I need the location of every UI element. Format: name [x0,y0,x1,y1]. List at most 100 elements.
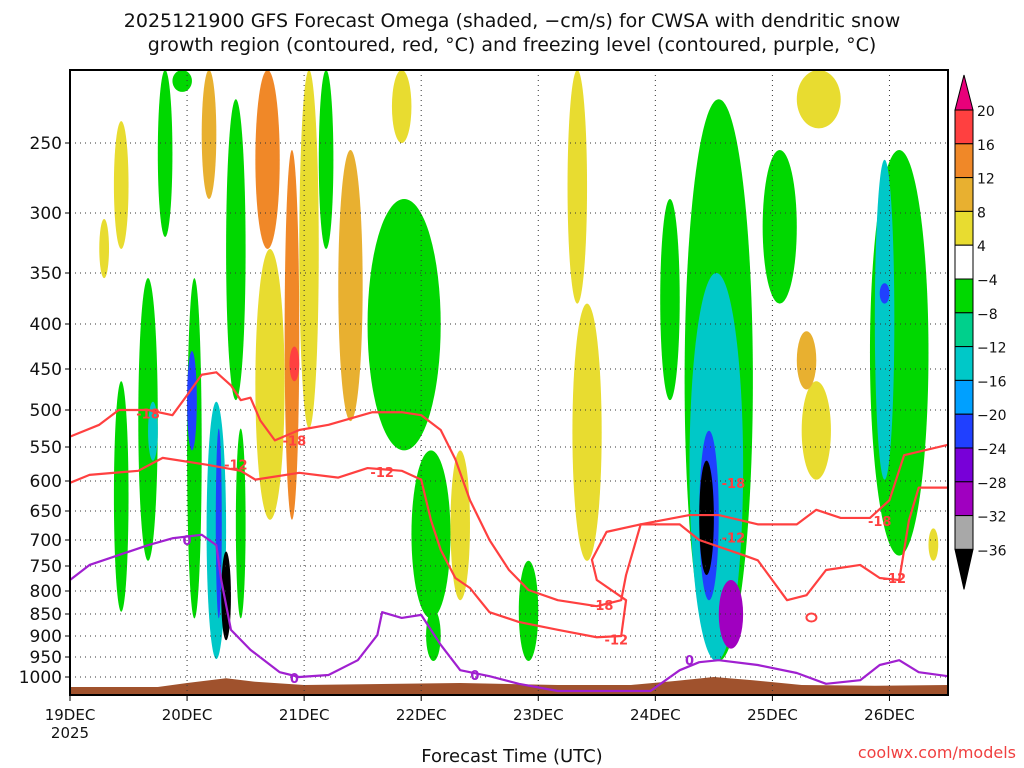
colorbar-label: −20 [977,408,1007,424]
contour-label: -12 [883,572,907,587]
plot-frame [69,69,949,696]
omega-region [226,99,246,401]
omega-region [289,346,300,382]
contour-label: -12 [370,466,394,481]
colorbar-swatch [954,515,974,550]
contour-label: 0 [470,669,479,684]
y-tick-label: 800 [30,582,62,602]
contour-line--12C [70,456,948,639]
y-tick-label: 300 [30,204,62,224]
omega-region [367,199,441,451]
contour-line-0C [70,533,948,693]
colorbar-label: 16 [977,138,995,154]
omega-region [187,278,202,619]
y-tick-label: 550 [30,438,62,458]
omega-region [255,70,280,249]
chart-title-line1: 2025121900 GFS Forecast Omega (shaded, −… [123,10,901,32]
colorbar-swatch [954,177,974,212]
colorbar-label: −8 [977,307,998,323]
y-tick-label: 850 [30,605,62,625]
y-tick-label: 400 [30,315,62,335]
contour-label: -12 [722,532,746,547]
colorbar-swatch [954,413,974,449]
colorbar-label: −28 [977,476,1007,492]
omega-region [928,528,939,561]
omega-shading [99,70,939,662]
omega-region [338,149,363,422]
omega-region [572,303,602,561]
colorbar-swatch [954,379,974,415]
colorbar: 20 16 12 8 4 −4 −8 −12 −16 −20 −24 −28 −32 −36 [954,74,1007,590]
omega-region [879,283,890,304]
contour-label: -18 [590,599,614,614]
omega-region [113,121,129,249]
contour-label: -18 [868,515,892,530]
colorbar-swatch [954,481,974,517]
omega-region [299,70,319,429]
x-tick-label: 24DEC [630,706,681,724]
omega-region [172,70,192,92]
credit-text: coolwx.com/models [857,743,1016,762]
x-tick-label: 19DEC [45,706,96,724]
colorbar-label: −16 [977,374,1007,390]
x-tick-label: 25DEC [747,706,798,724]
omega-region [874,159,895,480]
colorbar-swatch [954,109,974,145]
y-tick-label: 650 [30,502,62,522]
contour-label: -18 [136,408,160,423]
colorbar-under-arrow [954,548,974,590]
y-tick-label: 750 [30,557,62,577]
x-tick-label: 23DEC [513,706,564,724]
omega-region [411,450,451,619]
contour-label: -12 [605,633,629,648]
y-tick-label: 900 [30,627,62,647]
omega-region [660,198,680,401]
colorbar-swatch [954,244,974,280]
omega-region [801,381,831,480]
contours [70,371,948,693]
omega-region [187,351,197,451]
y-tick-label: 700 [30,531,62,551]
colorbar-over-arrow [954,74,974,111]
omega-region [284,150,300,520]
y-tick-label: 350 [30,264,62,284]
omega-region [318,70,334,249]
omega-region [99,219,110,279]
omega-region [255,249,285,520]
chart-title-line2: growth region (contoured, red, °C) and f… [147,34,877,56]
omega-region [113,381,129,612]
omega-region [235,428,246,619]
x-tick-label: 21DEC [279,706,330,724]
colorbar-label: −12 [977,341,1007,357]
contour-labels: -18 -18 -12 -12 -18 -12 -18 -12 -18 -12 0 0 0 0 [136,408,906,687]
omega-region [518,560,539,662]
contour-small-loop [805,612,818,623]
omega-region [215,428,222,619]
omega-region [567,70,588,304]
colorbar-label: 8 [977,205,986,221]
contour-label: 0 [183,534,192,549]
contour-line--18C [70,371,948,608]
colorbar-label: 4 [977,239,986,255]
colorbar-swatch [954,278,974,314]
omega-region [762,150,797,304]
contour-label: 0 [685,654,694,669]
omega-region [148,401,158,461]
y-tick-label: 1000 [19,668,62,688]
y-tick-label: 600 [30,472,62,492]
omega-region [796,70,841,129]
omega-region [699,460,714,575]
colorbar-swatch [954,210,974,246]
omega-region [796,331,817,390]
contour-label: -18 [722,477,746,492]
y-tick-label: 450 [30,360,62,380]
omega-region [138,278,158,561]
y-tick-label: 500 [30,401,62,421]
colorbar-label: 12 [977,172,995,188]
x-tick-label: 20DEC [162,706,213,724]
colorbar-label: 20 [977,104,995,120]
colorbar-label: −32 [977,510,1007,526]
x-axis-label: Forecast Time (UTC) [421,746,603,767]
terrain-area [70,677,948,695]
omega-region [157,70,173,237]
